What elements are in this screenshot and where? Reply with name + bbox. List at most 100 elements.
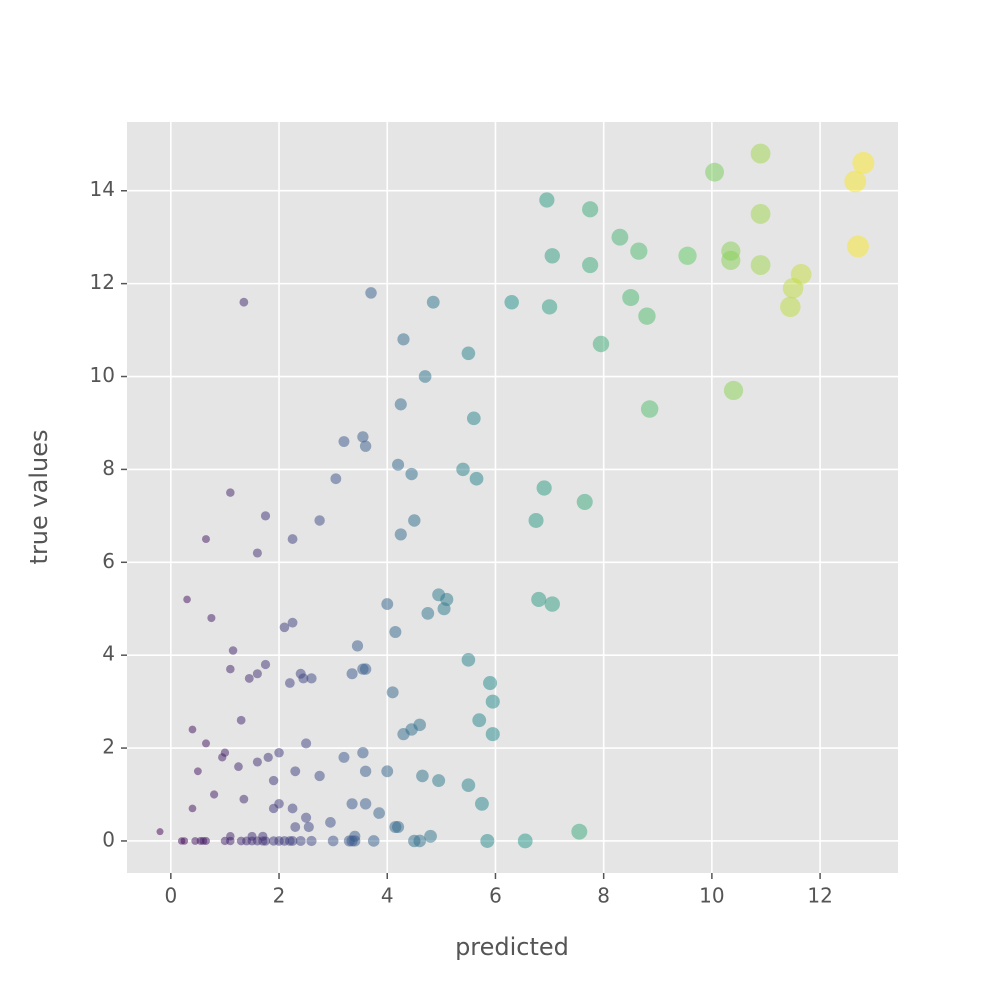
point bbox=[290, 766, 301, 777]
point bbox=[284, 678, 295, 688]
point bbox=[228, 646, 238, 655]
point bbox=[327, 835, 339, 847]
point bbox=[469, 471, 484, 486]
point bbox=[472, 713, 487, 728]
point bbox=[541, 299, 558, 315]
point bbox=[314, 515, 325, 526]
point bbox=[413, 834, 426, 848]
point bbox=[852, 151, 875, 174]
point bbox=[236, 715, 246, 725]
point bbox=[723, 380, 744, 401]
point bbox=[268, 775, 279, 786]
point bbox=[274, 747, 284, 758]
point bbox=[306, 835, 317, 847]
point bbox=[461, 346, 476, 361]
point bbox=[389, 821, 402, 834]
point bbox=[338, 751, 350, 763]
point bbox=[640, 400, 659, 418]
point bbox=[210, 790, 219, 799]
x-axis-title: predicted bbox=[455, 933, 569, 961]
point bbox=[397, 333, 410, 346]
point bbox=[408, 514, 421, 527]
point bbox=[239, 794, 249, 804]
point bbox=[678, 246, 697, 265]
point bbox=[750, 204, 771, 224]
point bbox=[367, 835, 380, 847]
x-tick-label: 10 bbox=[699, 884, 724, 908]
point bbox=[202, 739, 210, 748]
point bbox=[528, 512, 544, 528]
x-tick-label: 6 bbox=[489, 884, 502, 908]
point bbox=[301, 812, 312, 823]
point bbox=[483, 676, 498, 691]
point bbox=[424, 829, 437, 843]
point bbox=[432, 774, 446, 788]
point bbox=[405, 467, 418, 481]
point bbox=[357, 747, 369, 759]
point bbox=[301, 738, 312, 749]
point bbox=[418, 370, 432, 383]
point bbox=[252, 548, 262, 558]
point bbox=[413, 718, 426, 732]
point bbox=[630, 242, 648, 260]
point bbox=[287, 534, 298, 544]
point bbox=[847, 235, 869, 258]
point bbox=[539, 192, 555, 208]
y-axis-title: true values bbox=[25, 430, 53, 565]
x-tick-label: 2 bbox=[273, 884, 286, 908]
point bbox=[592, 335, 610, 353]
point bbox=[359, 798, 372, 810]
point bbox=[287, 836, 298, 846]
point bbox=[207, 613, 216, 623]
y-tick-label: 0 bbox=[102, 827, 115, 851]
y-tick-label: 14 bbox=[90, 177, 115, 201]
point bbox=[611, 228, 629, 246]
point bbox=[226, 488, 235, 497]
point bbox=[188, 804, 197, 813]
point bbox=[234, 762, 243, 771]
point bbox=[260, 511, 271, 521]
point bbox=[268, 803, 279, 814]
point bbox=[188, 725, 197, 734]
point bbox=[183, 595, 191, 604]
point bbox=[359, 440, 372, 452]
y-tick-label: 12 bbox=[90, 270, 115, 294]
point bbox=[721, 250, 741, 270]
point bbox=[226, 832, 235, 841]
point bbox=[750, 143, 771, 164]
point bbox=[314, 770, 325, 782]
plot-background bbox=[127, 122, 898, 873]
point bbox=[389, 625, 402, 638]
point bbox=[480, 833, 495, 848]
y-tick-label: 6 bbox=[102, 549, 115, 573]
point bbox=[844, 170, 867, 193]
point bbox=[394, 398, 407, 411]
point bbox=[346, 668, 358, 680]
point bbox=[252, 669, 262, 679]
x-tick-label: 12 bbox=[807, 884, 832, 908]
point bbox=[303, 821, 314, 833]
point bbox=[456, 462, 470, 477]
point bbox=[306, 673, 317, 684]
point bbox=[544, 596, 560, 612]
point bbox=[359, 663, 372, 675]
point bbox=[279, 622, 290, 633]
point bbox=[359, 765, 372, 777]
point bbox=[386, 686, 399, 699]
point bbox=[263, 752, 273, 763]
point bbox=[226, 664, 235, 674]
point bbox=[582, 201, 599, 218]
point bbox=[202, 535, 210, 544]
point bbox=[576, 493, 593, 510]
x-tick-label: 4 bbox=[381, 884, 394, 908]
point bbox=[544, 248, 560, 264]
point bbox=[705, 162, 724, 182]
point bbox=[485, 727, 500, 742]
point bbox=[571, 823, 588, 840]
point bbox=[180, 837, 189, 845]
point bbox=[536, 480, 552, 496]
point bbox=[260, 659, 271, 670]
point bbox=[622, 289, 640, 307]
point bbox=[351, 640, 364, 652]
point bbox=[239, 297, 249, 307]
